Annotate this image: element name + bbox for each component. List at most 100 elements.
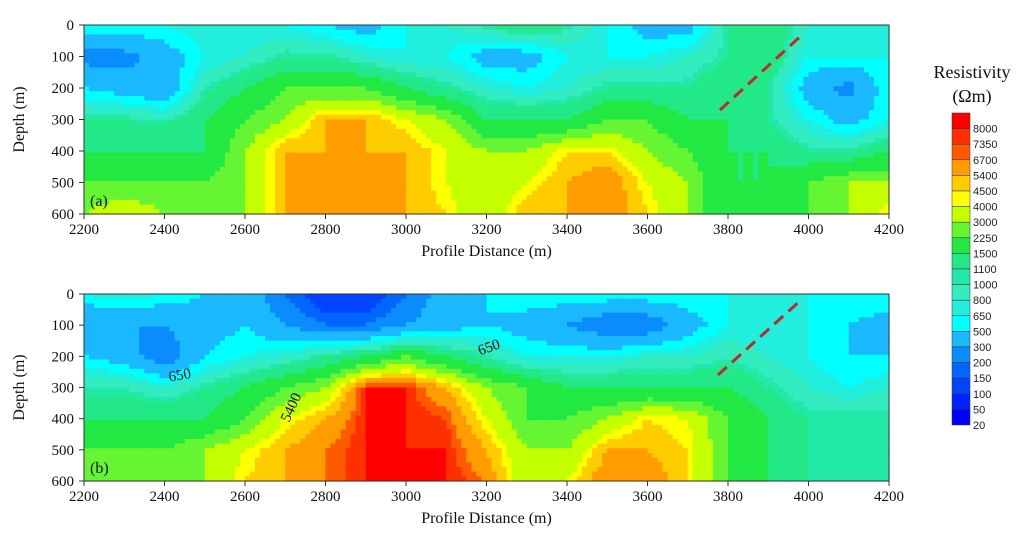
- contour-cell: [360, 143, 367, 149]
- contour-cell: [199, 91, 206, 97]
- contour-cell: [129, 48, 135, 54]
- contour-cell: [416, 138, 422, 144]
- contour-cell: [738, 157, 744, 163]
- contour-cell: [768, 58, 774, 64]
- contour-cell: [607, 67, 613, 73]
- contour-cell: [561, 157, 568, 163]
- contour-cell: [868, 147, 875, 154]
- contour-cell: [728, 95, 734, 102]
- contour-cell: [642, 58, 649, 64]
- contour-cell: [265, 143, 271, 149]
- contour-cell: [567, 58, 573, 64]
- contour-cell: [169, 43, 176, 50]
- contour-cell: [501, 62, 508, 69]
- contour-cell: [129, 39, 135, 45]
- contour-cell: [300, 162, 306, 168]
- contour-cell: [335, 138, 342, 144]
- contour-cell: [541, 91, 548, 97]
- contour-cell: [375, 67, 382, 73]
- contour-cell: [124, 147, 130, 154]
- contour-cell: [561, 48, 568, 54]
- contour-cell: [380, 166, 387, 173]
- contour-cell: [551, 72, 558, 78]
- contour-cell: [692, 62, 699, 69]
- contour-cell: [290, 81, 296, 88]
- contour-cell: [350, 58, 357, 64]
- contour-cell: [159, 110, 166, 116]
- contour-cell: [109, 81, 115, 88]
- contour-cell: [209, 119, 216, 125]
- contour-cell: [446, 58, 452, 64]
- contour-cell: [380, 100, 387, 106]
- contour-cell: [416, 86, 422, 92]
- contour-cell: [149, 48, 156, 54]
- contour-cell: [390, 34, 397, 40]
- contour-cell: [722, 162, 729, 168]
- contour-cell: [109, 166, 115, 173]
- contour-cell: [758, 43, 764, 50]
- contour-cell: [597, 58, 603, 64]
- contour-cell: [868, 124, 875, 130]
- contour-cell: [707, 152, 714, 158]
- contour-cell: [255, 25, 261, 31]
- contour-cell: [255, 43, 261, 50]
- contour-cell: [194, 62, 201, 69]
- contour-cell: [753, 147, 759, 154]
- contour-cell: [234, 86, 241, 92]
- contour-cell: [818, 157, 825, 163]
- contour-cell: [375, 147, 382, 154]
- contour-cell: [219, 95, 226, 102]
- contour-cell: [164, 29, 171, 36]
- contour-cell: [390, 25, 397, 31]
- contour-cell: [873, 29, 880, 36]
- contour-cell: [360, 157, 367, 163]
- contour-cell: [295, 29, 301, 36]
- contour-cell: [325, 110, 332, 116]
- contour-cell: [400, 62, 407, 69]
- contour-cell: [572, 67, 578, 73]
- contour-cell: [697, 114, 704, 121]
- contour-cell: [838, 114, 845, 121]
- contour-cell: [179, 58, 186, 64]
- contour-cell: [577, 29, 583, 36]
- contour-cell: [104, 67, 110, 73]
- contour-cell: [516, 29, 523, 36]
- contour-cell: [868, 58, 875, 64]
- contour-cell: [707, 86, 714, 92]
- contour-cell: [511, 162, 518, 168]
- contour-cell: [722, 166, 729, 173]
- contour-cell: [370, 58, 377, 64]
- contour-cell: [717, 91, 724, 97]
- contour-cell: [667, 91, 674, 97]
- contour-cell: [461, 128, 467, 135]
- contour-cell: [853, 138, 860, 144]
- contour-cell: [748, 105, 754, 111]
- contour-cell: [89, 100, 95, 106]
- contour-cell: [657, 110, 664, 116]
- contour-cell: [250, 72, 256, 78]
- contour-cell: [134, 133, 140, 139]
- contour-cell: [295, 128, 301, 135]
- contour-cell: [883, 81, 890, 88]
- contour-cell: [260, 39, 266, 45]
- contour-cell: [778, 81, 784, 88]
- contour-cell: [305, 152, 312, 158]
- contour-cell: [551, 133, 558, 139]
- contour-cell: [330, 76, 337, 83]
- contour-cell: [657, 67, 664, 73]
- contour-cell: [184, 100, 191, 106]
- contour-cell: [300, 39, 306, 45]
- contour-cell: [234, 53, 241, 59]
- contour-cell: [858, 29, 865, 36]
- contour-cell: [561, 152, 568, 158]
- contour-cell: [828, 124, 835, 130]
- contour-cell: [798, 48, 805, 54]
- contour-cell: [657, 43, 664, 50]
- contour-cell: [310, 53, 317, 59]
- contour-cell: [431, 25, 437, 31]
- contour-cell: [290, 34, 296, 40]
- contour-cell: [712, 147, 719, 154]
- contour-cell: [582, 114, 588, 121]
- contour-cell: [682, 143, 689, 149]
- contour-cell: [561, 110, 568, 116]
